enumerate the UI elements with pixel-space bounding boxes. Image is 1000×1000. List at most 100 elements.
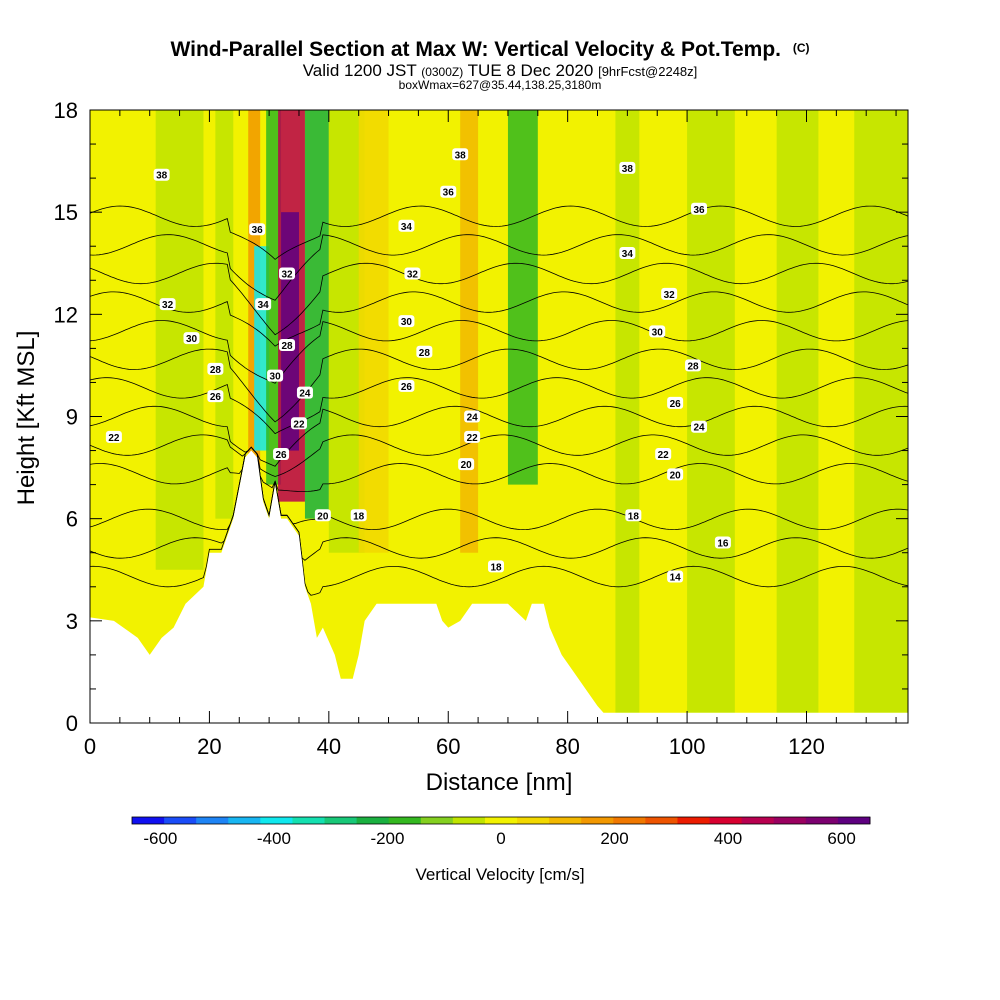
isentrope-label: 16 <box>714 536 731 550</box>
isentrope-label-text: 38 <box>455 150 467 161</box>
isentrope-label-text: 18 <box>490 562 502 573</box>
isentrope-label: 14 <box>667 570 684 584</box>
isentrope-label: 38 <box>153 168 170 182</box>
colorbar-swatch <box>741 817 775 824</box>
x-tick-label: 0 <box>84 734 96 759</box>
colorbar-swatch <box>324 817 358 824</box>
isentrope-label-bg <box>464 430 481 443</box>
velocity-cell <box>266 110 282 485</box>
velocity-cell <box>507 110 538 485</box>
isentrope-16 <box>90 446 908 561</box>
isentrope-label-bg <box>105 430 122 443</box>
x-tick-label: 80 <box>555 734 579 759</box>
colorbar-label: Vertical Velocity [cm/s] <box>415 865 584 884</box>
isentrope-lines <box>90 205 908 596</box>
isentrope-18 <box>90 446 908 531</box>
x-tick-label: 100 <box>669 734 706 759</box>
isentrope-label: 36 <box>249 223 266 236</box>
isentrope-label-bg <box>279 267 296 280</box>
title-main: Wind-Parallel Section at Max W: Vertical… <box>170 38 781 61</box>
colorbar-swatch <box>356 817 390 824</box>
isentrope-label: 30 <box>183 332 200 345</box>
isentrope-label: 20 <box>458 458 475 471</box>
isentrope-label: 24 <box>464 410 481 424</box>
isentrope-label-bg <box>398 315 415 328</box>
isentrope-34 <box>90 262 908 336</box>
isentrope-label: 20 <box>314 509 331 522</box>
colorbar-frame <box>131 816 871 825</box>
isentrope-label-bg <box>619 161 636 174</box>
isentrope-label: 34 <box>619 247 636 260</box>
colorbar-swatch <box>420 817 454 824</box>
isentrope-label-text: 22 <box>108 433 120 444</box>
isentrope-label-bg <box>655 447 672 460</box>
velocity-cell <box>776 110 819 713</box>
svg-text:Valid 1200 JST (0300Z): Valid 1200 JST (0300Z) TUE 8 Dec 2020 [9… <box>303 61 698 80</box>
isentrope-label: 28 <box>279 338 296 352</box>
isentrope-label-text: 30 <box>401 317 413 328</box>
velocity-cell <box>254 246 270 451</box>
isentrope-label-bg <box>404 267 421 280</box>
isentrope-label-text: 30 <box>270 372 282 383</box>
isentrope-label-bg <box>619 247 636 260</box>
colorbar-swatch <box>196 817 229 824</box>
colorbar-swatch <box>645 817 678 824</box>
isentrope-38 <box>90 205 908 260</box>
isentrope-label-bg <box>691 420 708 433</box>
colorbar-swatch <box>517 817 550 824</box>
isentrope-label-text: 22 <box>467 433 479 444</box>
x-tick-label: 20 <box>197 734 221 759</box>
colorbar-swatch <box>677 817 711 824</box>
colorbar-swatch <box>581 817 614 824</box>
isentrope-label: 30 <box>649 325 666 338</box>
isentrope-label-text: 32 <box>281 269 293 280</box>
colorbar-swatch <box>837 817 871 824</box>
isentrope-label-text: 38 <box>622 164 634 175</box>
isentrope-label-text: 34 <box>401 222 413 233</box>
isentrope-label-bg <box>207 362 224 375</box>
isentrope-label-text: 28 <box>210 365 222 376</box>
isentrope-label: 28 <box>207 362 224 376</box>
y-tick-label: 15 <box>54 200 78 225</box>
isentrope-label-bg <box>661 287 678 300</box>
isentrope-label-bg <box>691 202 708 215</box>
isentrope-label-text: 30 <box>186 334 198 345</box>
isentrope-label-text: 22 <box>658 450 670 461</box>
isentrope-label: 18 <box>350 509 367 522</box>
isentrope-label: 22 <box>655 447 672 461</box>
isentrope-label-text: 24 <box>467 413 479 424</box>
colorbar-tick-label: 0 <box>496 829 505 848</box>
valid-fcst: [9hrFcst@2248z] <box>598 64 697 79</box>
isentrope-label: 36 <box>440 185 457 199</box>
isentrope-label-text: 32 <box>664 290 676 301</box>
isentrope-label: 26 <box>273 447 290 461</box>
isentrope-label-text: 26 <box>670 399 682 410</box>
colorbar-swatch <box>228 817 261 824</box>
isentrope-label-bg <box>159 298 176 311</box>
colorbar-swatch <box>613 817 646 824</box>
isentrope-label-bg <box>667 396 684 409</box>
isentrope-label: 24 <box>691 420 708 434</box>
isentrope-label: 38 <box>619 161 636 175</box>
isentrope-30 <box>90 320 908 384</box>
isentrope-label: 26 <box>667 396 684 410</box>
isentrope-label-text: 20 <box>317 511 329 522</box>
isentrope-32 <box>90 291 908 347</box>
colorbar-swatch <box>709 817 743 824</box>
colorbar-swatch <box>452 817 486 824</box>
svg-text:Wind-Parallel Section at Max W: Wind-Parallel Section at Max W: Vertical… <box>170 38 809 61</box>
x-axis-label: Distance [nm] <box>426 769 573 796</box>
isentrope-label: 28 <box>685 359 702 372</box>
isentrope-label-text: 26 <box>210 392 222 403</box>
isentrope-label-text: 30 <box>652 327 664 338</box>
isentrope-label-bg <box>290 417 307 430</box>
x-tick-label: 120 <box>788 734 825 759</box>
isentrope-label-bg <box>416 345 433 358</box>
velocity-cell <box>215 110 234 519</box>
isentrope-label-text: 16 <box>717 539 729 550</box>
isentrope-label-text: 36 <box>693 205 705 216</box>
y-tick-label: 6 <box>66 507 78 532</box>
x-tick-label: 40 <box>317 734 341 759</box>
colorbar-swatch <box>549 817 582 824</box>
